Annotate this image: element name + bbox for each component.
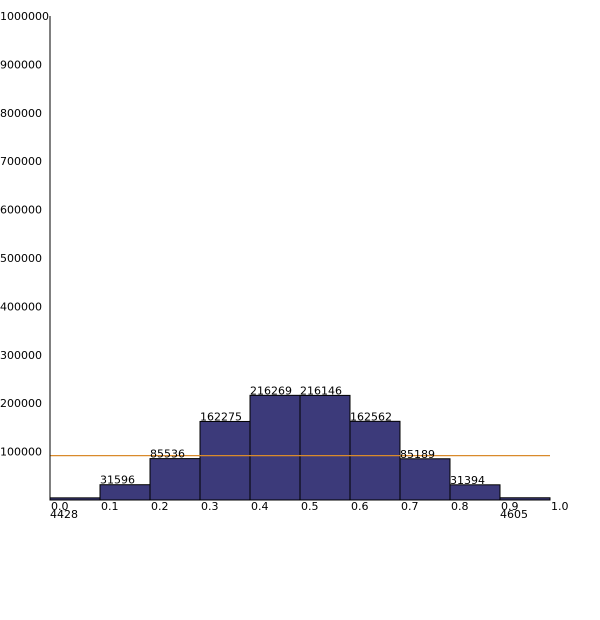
histogram-bar: [449, 484, 501, 501]
x-tick-label: 0.0: [51, 500, 69, 513]
bar-value-label: 216146: [300, 384, 342, 397]
y-tick-label: 100000: [0, 446, 42, 459]
bar-value-labels: 4428 31596 85536 162275 216269 216146 162562 85…: [50, 384, 528, 521]
histogram-bar: [399, 458, 451, 501]
y-tick-label: 600000: [0, 204, 42, 217]
x-tick-label: 0.7: [401, 500, 419, 513]
bar-value-label: 216269: [250, 384, 292, 397]
x-axis-ticks: 0.0 0.1 0.2 0.3 0.4 0.5 0.6 0.7 0.8 0.9 1.0: [51, 500, 569, 513]
histogram-bar: [299, 394, 351, 501]
bar-value-label: 31596: [100, 474, 135, 487]
y-axis-ticks: 100000 200000 300000 400000 500000 600000 7000…: [0, 10, 49, 459]
x-tick-label: 0.2: [151, 500, 169, 513]
bar-value-label: 31394: [450, 474, 485, 487]
x-tick-label: 1.0: [551, 500, 569, 513]
bar-value-label: 4605: [500, 508, 528, 521]
x-tick-label: 0.5: [301, 500, 319, 513]
bar-value-label: 85536: [150, 448, 185, 461]
x-tick-label: 0.4: [251, 500, 269, 513]
bar-value-label: 4428: [50, 508, 78, 521]
y-tick-label: 800000: [0, 107, 42, 120]
bar-value-label: 162562: [350, 410, 392, 423]
histogram-bar: [349, 420, 401, 501]
x-tick-label: 0.1: [101, 500, 119, 513]
y-tick-label: 900000: [0, 58, 42, 71]
x-tick-label: 0.6: [351, 500, 369, 513]
x-tick-label: 0.9: [501, 500, 519, 513]
y-tick-label: 300000: [0, 349, 42, 362]
y-tick-label: 200000: [0, 397, 42, 410]
y-tick-label: 400000: [0, 300, 42, 313]
bars: [49, 394, 551, 501]
x-tick-label: 0.8: [451, 500, 469, 513]
y-tick-label: 700000: [0, 155, 42, 168]
histogram-bar: [199, 420, 251, 501]
bar-value-label: 162275: [200, 410, 242, 423]
x-tick-label: 0.3: [201, 500, 219, 513]
axes: [49, 16, 550, 501]
histogram-bar: [99, 484, 151, 501]
histogram-bar: [149, 458, 201, 501]
y-tick-label: 500000: [0, 252, 42, 265]
y-tick-label: 1000000: [0, 10, 49, 23]
bar-value-label: 85189: [400, 448, 435, 461]
histogram-bar: [249, 394, 301, 501]
